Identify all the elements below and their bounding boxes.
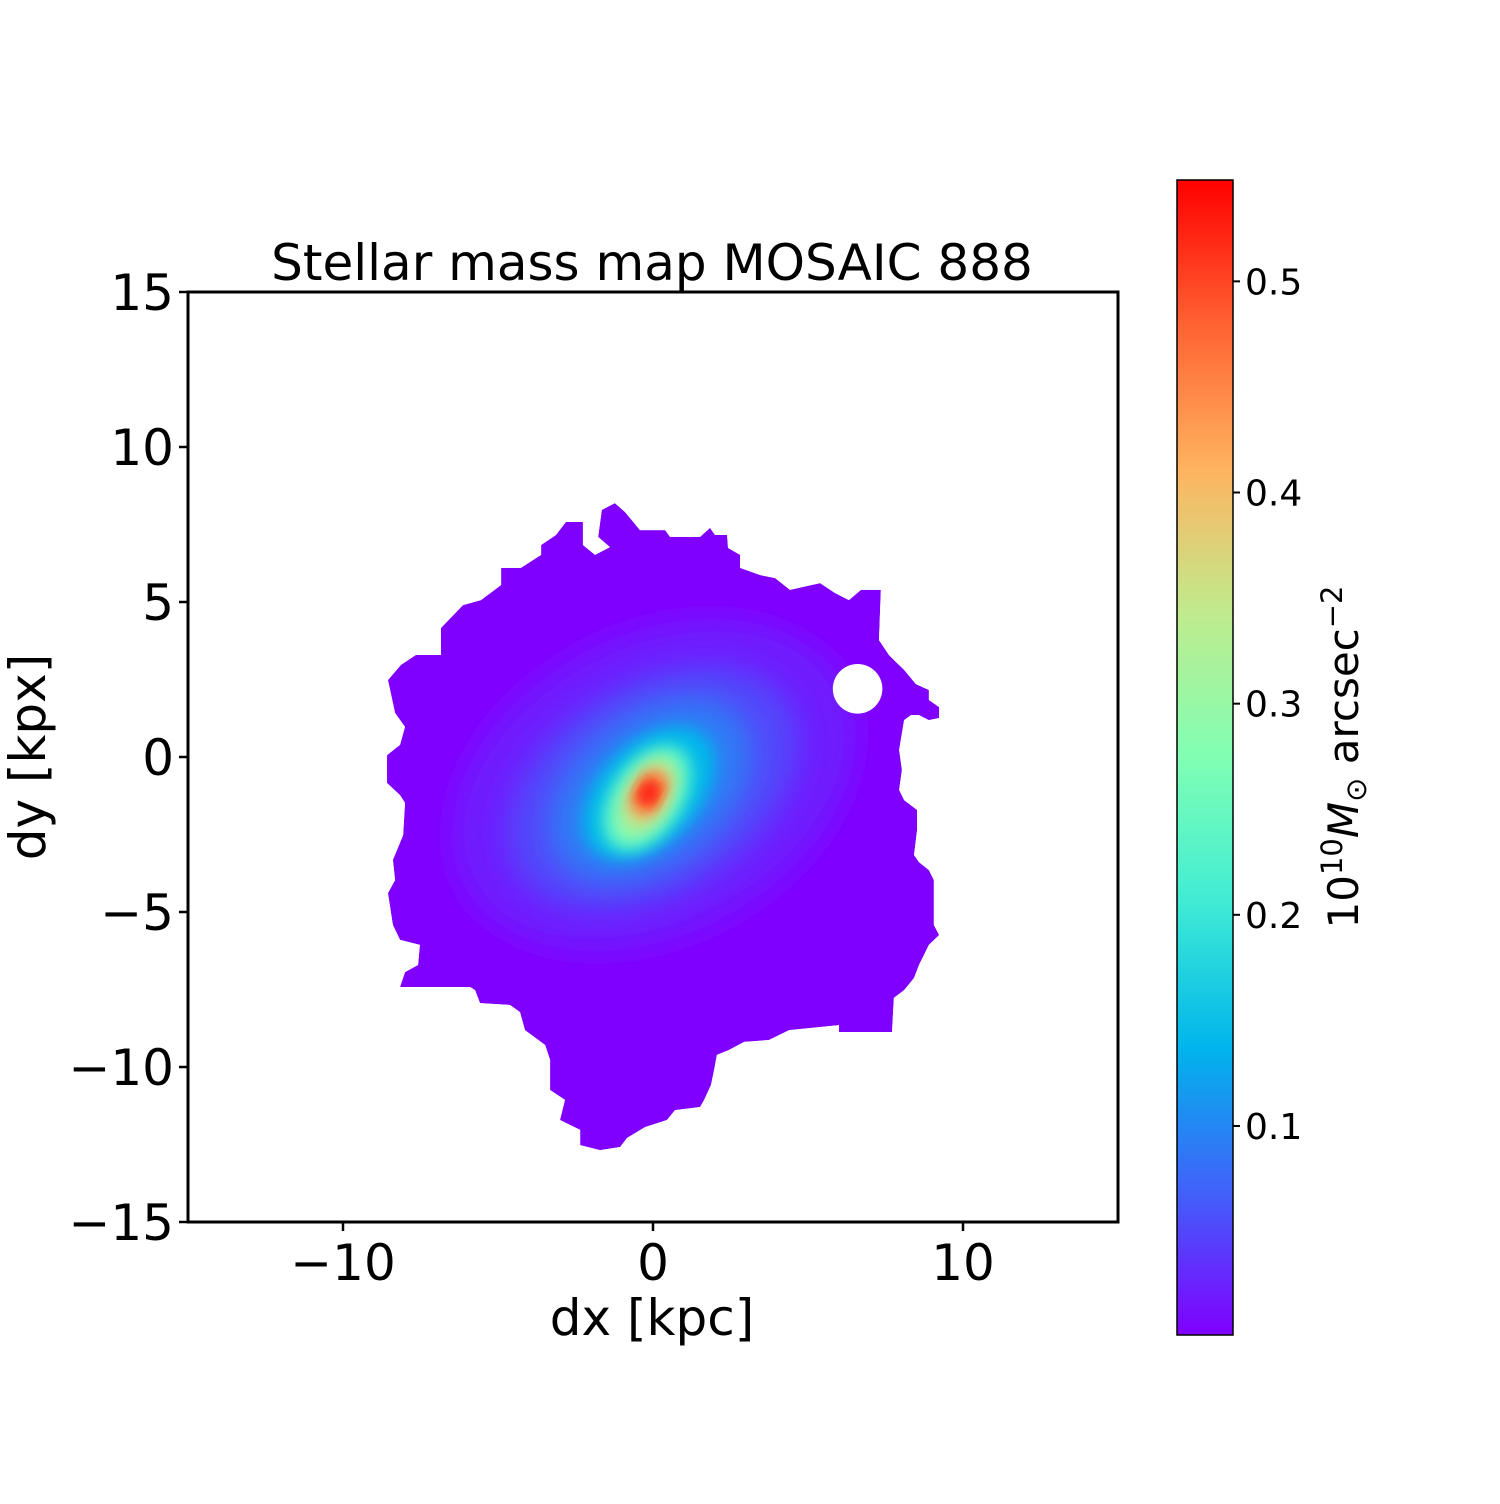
colorbar-tick-label: 0.2 — [1245, 896, 1302, 937]
colorbar-tick-label: 0.4 — [1245, 474, 1302, 515]
mass-map-image — [387, 503, 940, 1151]
y-tick-label: −5 — [100, 884, 174, 942]
colorbar-tick-label: 0.5 — [1245, 262, 1302, 303]
y-tick-label: −10 — [68, 1039, 174, 1097]
chart-title: Stellar mass map MOSAIC 888 — [271, 234, 1033, 292]
y-tick-label: −15 — [68, 1194, 174, 1252]
x-tick-label: 10 — [931, 1234, 995, 1292]
masked-hole — [832, 664, 883, 714]
colorbar-ticks: 0.1 0.2 0.3 0.4 0.5 — [1233, 262, 1302, 1148]
colorbar-gradient — [1176, 179, 1234, 1336]
plot-area — [387, 503, 940, 1151]
colorbar-label: 1010M⊙ arcsec−2 — [1315, 585, 1373, 928]
y-axis-ticks: 15 10 5 0 −5 −10 −15 — [68, 264, 188, 1252]
y-tick-label: 10 — [110, 419, 174, 477]
y-axis-label: dy [kpx] — [0, 654, 57, 861]
y-tick-label: 0 — [142, 729, 174, 787]
colorbar-tick-label: 0.3 — [1245, 685, 1302, 726]
colorbar-tick-label: 0.1 — [1245, 1107, 1302, 1148]
colorbar: 0.1 0.2 0.3 0.4 0.5 1010M⊙ arcsec−2 — [1176, 179, 1373, 1336]
x-tick-label: −10 — [290, 1234, 396, 1292]
x-axis-ticks: −10 0 10 — [290, 1222, 995, 1292]
y-tick-label: 15 — [110, 264, 174, 322]
y-tick-label: 5 — [142, 574, 174, 632]
x-axis-label: dx [kpc] — [550, 1289, 754, 1347]
density-contour — [642, 785, 656, 801]
x-tick-label: 0 — [637, 1234, 669, 1292]
